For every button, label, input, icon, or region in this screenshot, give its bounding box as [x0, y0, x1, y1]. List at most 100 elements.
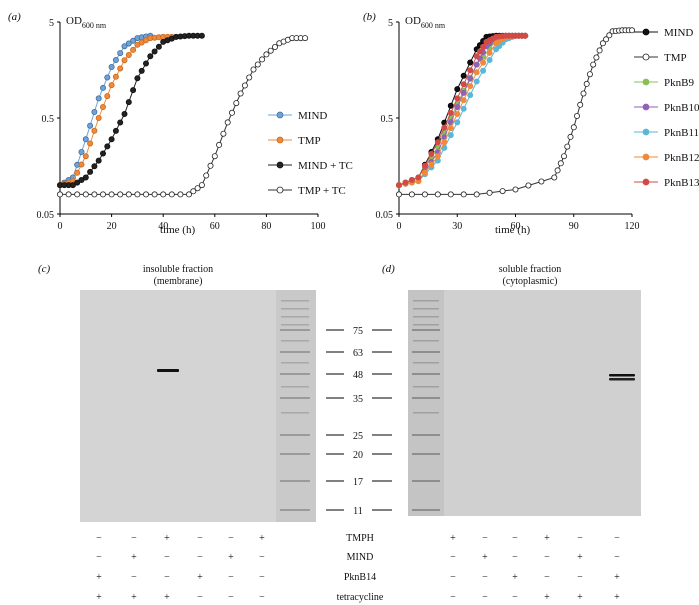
data-point-mind — [460, 72, 467, 79]
data-point-tmp — [590, 61, 597, 68]
data-point-mind — [95, 95, 102, 102]
ladder-band — [280, 351, 310, 353]
condition-cell: − — [131, 572, 137, 583]
data-point-tmp-tc — [151, 191, 158, 198]
condition-cell: − — [228, 572, 234, 583]
data-point-tmp — [593, 54, 600, 61]
legend-marker — [276, 186, 284, 194]
legend-label: PknB9 — [664, 77, 694, 89]
legend-marker — [642, 53, 650, 61]
data-point-mind-tc — [74, 179, 81, 186]
data-point-tmp-tc — [177, 191, 184, 198]
condition-cell: − — [482, 592, 488, 603]
condition-cell: + — [512, 572, 518, 583]
panel-b: (b) OD600 nm 5 0.5 0.050 30 60 90 120 time (h)… — [363, 11, 699, 236]
condition-cell: − — [450, 552, 456, 563]
data-point-pknb11 — [467, 92, 474, 99]
condition-cell: − — [544, 552, 550, 563]
data-point-pknb13 — [480, 43, 487, 50]
condition-cell: − — [164, 572, 170, 583]
condition-cell: − — [96, 533, 102, 544]
condition-cell: − — [259, 552, 265, 563]
condition-cell: + — [96, 592, 102, 603]
data-point-mind — [100, 84, 107, 91]
data-point-tmp-tc — [241, 82, 248, 89]
data-point-tmp — [108, 82, 115, 89]
data-point-pknb13 — [441, 124, 448, 131]
marker-label: 20 — [353, 450, 363, 461]
gel-d-band-1 — [609, 374, 635, 377]
data-point-tmp — [130, 46, 137, 53]
ladder-band — [281, 340, 309, 342]
data-point-mind-tc — [155, 43, 162, 50]
legend-label: MIND — [298, 110, 327, 122]
data-point-tmp-tc — [267, 47, 274, 54]
data-point-pknb10 — [460, 89, 467, 96]
data-point-tmp-tc — [82, 191, 89, 198]
panel-d: (d) soluble fraction (cytoplasmic) — [382, 263, 641, 516]
data-point-tmp — [74, 169, 81, 176]
data-point-mind-tc — [95, 157, 102, 164]
data-point-tmp-tc — [250, 66, 257, 73]
legend-marker — [642, 153, 650, 161]
data-point-pknb13 — [428, 150, 435, 157]
ladder-band — [280, 480, 310, 482]
ladder-band — [280, 397, 310, 399]
data-point-tmp — [121, 57, 128, 64]
condition-row-label: TMPH — [346, 533, 374, 544]
legend-label: PknB13 — [664, 177, 699, 189]
data-point-tmp-tc — [100, 191, 107, 198]
data-point-mind-tc — [91, 163, 98, 170]
data-point-tmp-tc — [216, 141, 223, 148]
data-point-mind — [467, 59, 474, 66]
legend-label: TMP — [298, 135, 321, 147]
data-point-tmp-tc — [224, 119, 231, 126]
data-point-mind — [121, 43, 128, 50]
data-point-pknb13 — [434, 139, 441, 146]
data-point-tmp-tc — [142, 191, 149, 198]
data-point-pknb10 — [467, 75, 474, 82]
gel-d-band-2 — [609, 378, 635, 381]
ladder-band — [412, 509, 440, 511]
data-point-tmp-tc — [117, 191, 124, 198]
ladder-band — [280, 509, 310, 511]
ladder-band — [413, 300, 439, 302]
data-point-mind-tc — [198, 32, 205, 39]
ladder-band — [281, 308, 309, 310]
data-point-mind-tc — [138, 67, 145, 74]
condition-cell: − — [544, 572, 550, 583]
ladder-band — [413, 362, 439, 364]
legend-label: PknB12 — [664, 152, 699, 164]
condition-cell: − — [614, 533, 620, 544]
data-point-tmp-tc — [228, 109, 235, 116]
panel-d-label: (d) — [382, 263, 395, 275]
data-point-tmp — [434, 191, 441, 198]
condition-cell: − — [259, 592, 265, 603]
condition-cell: + — [164, 533, 170, 544]
ladder-band — [280, 373, 310, 375]
panel-b-label: (b) — [363, 11, 376, 23]
condition-cell: + — [131, 552, 137, 563]
data-point-tmp — [473, 191, 480, 198]
data-point-tmp — [112, 73, 119, 80]
gel-c-band — [157, 369, 179, 372]
data-point-tmp — [95, 115, 102, 122]
legend-marker — [642, 78, 650, 86]
panel-b-xlabel: time (h) — [495, 224, 530, 236]
condition-cell: − — [228, 533, 234, 544]
data-point-tmp — [564, 143, 571, 150]
gel-d — [408, 290, 641, 516]
data-point-pknb12 — [473, 69, 480, 76]
data-point-mind-tc — [87, 168, 94, 175]
data-point-tmp — [574, 113, 581, 120]
panel-c: (c) insoluble fraction (membrane) — [38, 263, 316, 522]
data-point-tmp-tc — [233, 100, 240, 107]
data-point-mind-tc — [69, 182, 76, 189]
condition-cell: − — [197, 552, 203, 563]
legend-marker — [642, 103, 650, 111]
panel-a: (a) OD600 nm 5 0.5 0.050 20 40 60 80 100 time (… — [8, 11, 353, 236]
data-point-tmp — [586, 71, 593, 78]
data-point-tmp — [421, 191, 428, 198]
panel-a-ylabel: OD600 nm — [66, 15, 107, 30]
